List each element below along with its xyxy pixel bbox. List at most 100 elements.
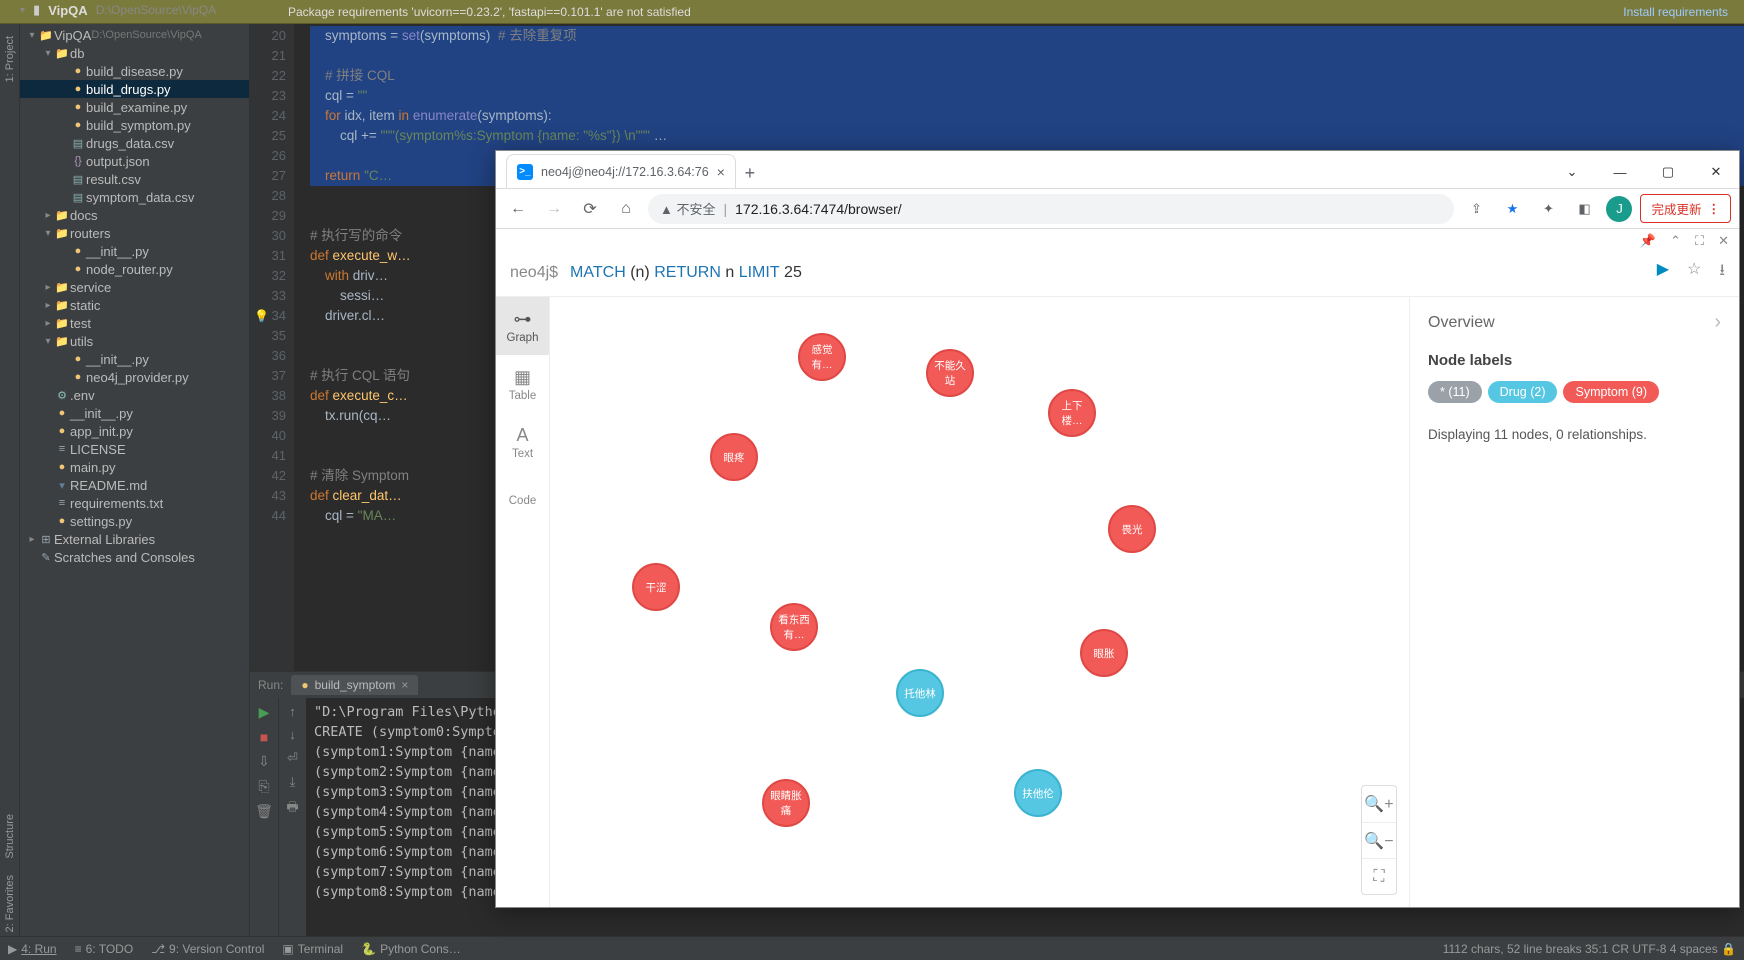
status-item[interactable]: ▣Terminal <box>282 942 343 956</box>
label-pill[interactable]: Symptom (9) <box>1563 381 1659 403</box>
graph-node[interactable]: 托他林 <box>896 669 944 717</box>
profile-avatar[interactable]: J <box>1606 196 1632 222</box>
soft-wrap-icon[interactable]: ⏎ <box>287 750 298 766</box>
print-icon[interactable]: 🖶 <box>286 798 298 820</box>
neo4j-graph-canvas[interactable]: 🔍+ 🔍− ⛶ 感觉有…不能久站上下楼…眼疼畏光干涩看东西有…眼胀托他林眼睛胀痛… <box>550 297 1409 907</box>
graph-node[interactable]: 看东西有… <box>770 603 818 651</box>
tree-item[interactable]: ● node_router.py <box>20 260 249 278</box>
address-bar[interactable]: ▲ 不安全 | 172.16.3.64:7474/browser/ <box>648 194 1454 224</box>
tree-item[interactable]: ▾📁 utils <box>20 332 249 350</box>
collapse-up-icon[interactable]: ⌃ <box>1670 233 1681 249</box>
tree-item[interactable]: ▸📁 docs <box>20 206 249 224</box>
project-tool-tab[interactable]: 1: Project <box>4 32 16 86</box>
layout-icon[interactable]: ⎘ <box>258 778 269 795</box>
maximize-icon[interactable]: ▢ <box>1645 156 1691 188</box>
tree-item[interactable]: ▾📁 routers <box>20 224 249 242</box>
graph-node[interactable]: 感觉有… <box>798 333 846 381</box>
browser-tab[interactable]: >_ neo4j@neo4j://172.16.3.64:76 × <box>506 154 736 188</box>
tree-item[interactable]: {} output.json <box>20 152 249 170</box>
tree-item[interactable]: ● __init__.py <box>20 350 249 368</box>
rail-item-text[interactable]: AText <box>496 413 549 471</box>
rail-item-graph[interactable]: ⊶Graph <box>496 297 549 355</box>
tree-item[interactable]: ● build_drugs.py <box>20 80 249 98</box>
tree-item[interactable]: ▤ drugs_data.csv <box>20 134 249 152</box>
rerun-icon[interactable]: ▶ <box>259 704 270 721</box>
tree-item[interactable]: ● __init__.py <box>20 404 249 422</box>
share-icon[interactable]: ⇪ <box>1462 195 1490 223</box>
tree-item[interactable]: ▤ symptom_data.csv <box>20 188 249 206</box>
new-tab-button[interactable]: + <box>736 163 764 188</box>
update-button[interactable]: 完成更新 ⋮ <box>1640 194 1731 223</box>
graph-node[interactable]: 眼胀 <box>1080 629 1128 677</box>
extensions-icon[interactable]: ✦ <box>1534 195 1562 223</box>
intention-bulb-icon[interactable]: 💡 <box>254 306 269 326</box>
tree-item[interactable]: ▸📁 service <box>20 278 249 296</box>
tree-item[interactable]: ≡ requirements.txt <box>20 494 249 512</box>
label-pill[interactable]: Drug (2) <box>1488 381 1558 403</box>
rail-item-code[interactable]: Code <box>496 471 549 529</box>
up-arrow-icon[interactable]: ↑ <box>289 704 296 719</box>
extension-box-icon[interactable]: ◧ <box>1570 195 1598 223</box>
back-icon[interactable]: ← <box>504 195 532 223</box>
forward-icon[interactable]: → <box>540 195 568 223</box>
trash-icon[interactable]: 🗑 <box>255 803 273 820</box>
tree-item[interactable]: ● app_init.py <box>20 422 249 440</box>
close-icon[interactable]: × <box>401 678 408 692</box>
tree-item[interactable]: ● main.py <box>20 458 249 476</box>
neo4j-query-bar[interactable]: neo4j$ MATCH (n) RETURN n LIMIT 25 ▶ ☆ ⭳ <box>496 253 1739 297</box>
bookmark-star-icon[interactable]: ★ <box>1498 195 1526 223</box>
minimize-icon[interactable]: — <box>1597 156 1643 188</box>
query-text[interactable]: MATCH (n) RETURN n LIMIT 25 <box>570 264 802 282</box>
tree-item[interactable]: ⚙ .env <box>20 386 249 404</box>
install-requirements-link[interactable]: Install requirements <box>1623 5 1736 19</box>
graph-node[interactable]: 扶他伦 <box>1014 769 1062 817</box>
menu-dots-icon[interactable]: ⋮ <box>1708 201 1721 216</box>
label-pill[interactable]: * (11) <box>1428 381 1482 403</box>
tree-item[interactable]: ● __init__.py <box>20 242 249 260</box>
window-dropdown-icon[interactable]: ⌄ <box>1549 156 1595 188</box>
tree-item[interactable]: ✎ Scratches and Consoles <box>20 548 249 566</box>
home-icon[interactable]: ⌂ <box>612 195 640 223</box>
zoom-out-icon[interactable]: 🔍− <box>1362 822 1396 858</box>
tree-item[interactable]: ▾ README.md <box>20 476 249 494</box>
status-item[interactable]: 🐍Python Cons… <box>361 942 461 956</box>
status-item[interactable]: ⎇9: Version Control <box>151 942 264 956</box>
tree-item[interactable]: ▾📁 db <box>20 44 249 62</box>
stop-icon[interactable]: ■ <box>260 729 268 745</box>
chevron-down-icon[interactable]: ▾ <box>20 5 25 16</box>
graph-node[interactable]: 眼疼 <box>710 433 758 481</box>
tree-item[interactable]: ▤ result.csv <box>20 170 249 188</box>
tree-item[interactable]: ▸📁 static <box>20 296 249 314</box>
status-item[interactable]: ▶4: Run <box>8 942 57 956</box>
frame-close-icon[interactable]: ✕ <box>1718 233 1729 249</box>
reload-icon[interactable]: ⟳ <box>576 195 604 223</box>
tree-item[interactable]: ▾📁 VipQA D:\OpenSource\VipQA <box>20 26 249 44</box>
tab-close-icon[interactable]: × <box>717 164 725 180</box>
structure-tool-tab[interactable]: Structure <box>4 810 16 863</box>
graph-node[interactable]: 畏光 <box>1108 505 1156 553</box>
rail-item-table[interactable]: ▦Table <box>496 355 549 413</box>
favorites-tool-tab[interactable]: 2: Favorites <box>4 871 16 936</box>
collapse-panel-icon[interactable]: › <box>1714 311 1721 334</box>
down-icon[interactable]: ⇩ <box>258 753 270 770</box>
run-tab[interactable]: ● build_symptom × <box>291 675 418 695</box>
zoom-fit-icon[interactable]: ⛶ <box>1362 858 1396 894</box>
tree-item[interactable]: ● neo4j_provider.py <box>20 368 249 386</box>
graph-node[interactable]: 不能久站 <box>926 349 974 397</box>
window-close-icon[interactable]: ✕ <box>1693 156 1739 188</box>
tree-item[interactable]: ▸⊞ External Libraries <box>20 530 249 548</box>
down-arrow-icon[interactable]: ↓ <box>289 727 296 742</box>
tree-item[interactable]: ● build_symptom.py <box>20 116 249 134</box>
tree-item[interactable]: ≡ LICENSE <box>20 440 249 458</box>
download-icon[interactable]: ⭳ <box>1719 259 1725 286</box>
scroll-end-icon[interactable]: ⤓ <box>290 774 296 790</box>
tree-item[interactable]: ● build_disease.py <box>20 62 249 80</box>
status-item[interactable]: ≡6: TODO <box>75 942 134 956</box>
graph-node[interactable]: 干涩 <box>632 563 680 611</box>
project-tree[interactable]: ▾📁 VipQA D:\OpenSource\VipQA▾📁 db● build… <box>20 24 250 936</box>
tree-item[interactable]: ● build_examine.py <box>20 98 249 116</box>
graph-node[interactable]: 眼睛胀痛 <box>762 779 810 827</box>
graph-node[interactable]: 上下楼… <box>1048 389 1096 437</box>
fullscreen-icon[interactable]: ⛶ <box>1695 233 1704 249</box>
run-query-icon[interactable]: ▶ <box>1657 259 1669 286</box>
